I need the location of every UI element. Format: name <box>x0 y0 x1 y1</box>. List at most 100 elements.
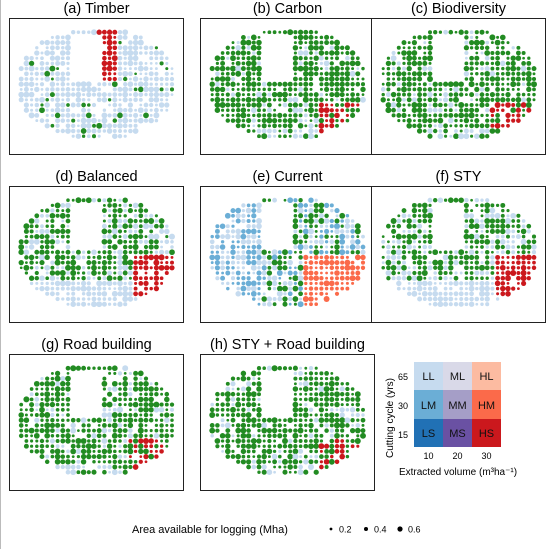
map-dot <box>355 255 361 261</box>
map-dot <box>102 71 107 76</box>
map-dot <box>165 83 168 86</box>
map-dot <box>50 438 55 443</box>
map-dot <box>160 109 163 112</box>
map-dot <box>148 87 154 93</box>
map-dot <box>288 129 293 134</box>
map-dot <box>309 88 312 91</box>
map-dot <box>246 402 251 407</box>
map-dot <box>319 213 324 218</box>
map-dot <box>402 250 406 254</box>
map-dot <box>232 240 235 243</box>
map-dot <box>19 239 24 244</box>
map-dot <box>71 124 75 128</box>
map-dot <box>345 397 350 402</box>
map-dot <box>226 413 230 417</box>
map-dot <box>144 287 148 291</box>
map-dot <box>299 455 302 458</box>
map-dot <box>485 213 490 218</box>
map-dot <box>50 266 54 270</box>
map-dot <box>112 465 117 470</box>
map-dot <box>412 71 417 76</box>
map-dot <box>39 275 44 280</box>
map-dot <box>479 223 484 228</box>
map-dot <box>293 198 297 202</box>
map-dot <box>45 208 49 212</box>
map-dot <box>314 134 318 138</box>
map-dot <box>113 251 116 254</box>
map-dot <box>40 224 44 228</box>
map-dot <box>107 402 113 408</box>
map-dot <box>397 255 401 259</box>
map-dot <box>417 71 422 76</box>
map-dot <box>237 261 240 264</box>
map-dot <box>330 276 334 280</box>
map-dot <box>427 234 433 240</box>
map-dot <box>443 292 447 296</box>
map-dot <box>320 224 324 228</box>
map-dot <box>113 302 117 306</box>
map-dot <box>34 234 39 239</box>
map-dot <box>30 103 33 106</box>
map-dot <box>107 271 112 276</box>
map-dot <box>382 83 385 86</box>
map-dot <box>283 292 286 295</box>
map-dot <box>512 240 515 243</box>
map-dot <box>76 113 80 117</box>
map-dot <box>345 45 350 50</box>
map-dot <box>102 61 108 67</box>
map-dot <box>112 454 117 459</box>
map-dot <box>402 245 406 249</box>
map-dot <box>319 260 324 265</box>
map-dot <box>154 281 159 286</box>
map-dot <box>257 77 261 81</box>
map-dot <box>150 62 153 65</box>
map-dot <box>278 460 282 464</box>
map-dot <box>356 103 359 106</box>
map-dot <box>66 219 71 224</box>
map-dot <box>124 455 127 458</box>
map-dot <box>325 67 329 71</box>
map-dot <box>397 272 400 275</box>
map-dot <box>444 103 448 107</box>
map-dot <box>171 72 174 75</box>
map-dot <box>246 428 251 433</box>
map-dot <box>455 104 458 107</box>
map-dot <box>346 434 349 437</box>
map-dot <box>129 114 133 118</box>
map-dot <box>25 413 28 416</box>
map-dot <box>422 291 428 297</box>
map-dot <box>226 67 230 71</box>
map-dot <box>521 275 527 281</box>
map-dot <box>72 251 75 254</box>
map-dot <box>226 88 230 92</box>
map-dot <box>319 465 324 470</box>
map-dot <box>444 88 447 91</box>
map-dot <box>51 434 55 438</box>
map-dot <box>103 129 106 132</box>
map-dot <box>319 382 323 386</box>
map-dot <box>464 103 468 107</box>
map-dot <box>407 72 410 75</box>
map-dot <box>469 66 473 70</box>
map-dot <box>251 229 257 235</box>
map-dot <box>153 260 159 266</box>
map-dot <box>465 245 469 249</box>
map-dot <box>382 67 385 70</box>
map-dot <box>70 260 76 266</box>
map-dot <box>231 77 235 81</box>
map-dot <box>76 444 80 448</box>
map-dot <box>495 128 500 133</box>
map-dot <box>282 265 287 270</box>
map-dot <box>470 261 473 264</box>
map-dot <box>303 71 309 77</box>
map-dot <box>304 439 308 443</box>
map-dot <box>339 249 345 255</box>
map-dot <box>282 92 288 98</box>
map-dot <box>283 118 288 123</box>
map-dot <box>20 266 23 269</box>
map-dot <box>495 213 501 219</box>
map-dot <box>145 235 148 238</box>
map-dot <box>138 213 143 218</box>
map-dot <box>86 118 91 123</box>
map-dot <box>345 387 349 391</box>
